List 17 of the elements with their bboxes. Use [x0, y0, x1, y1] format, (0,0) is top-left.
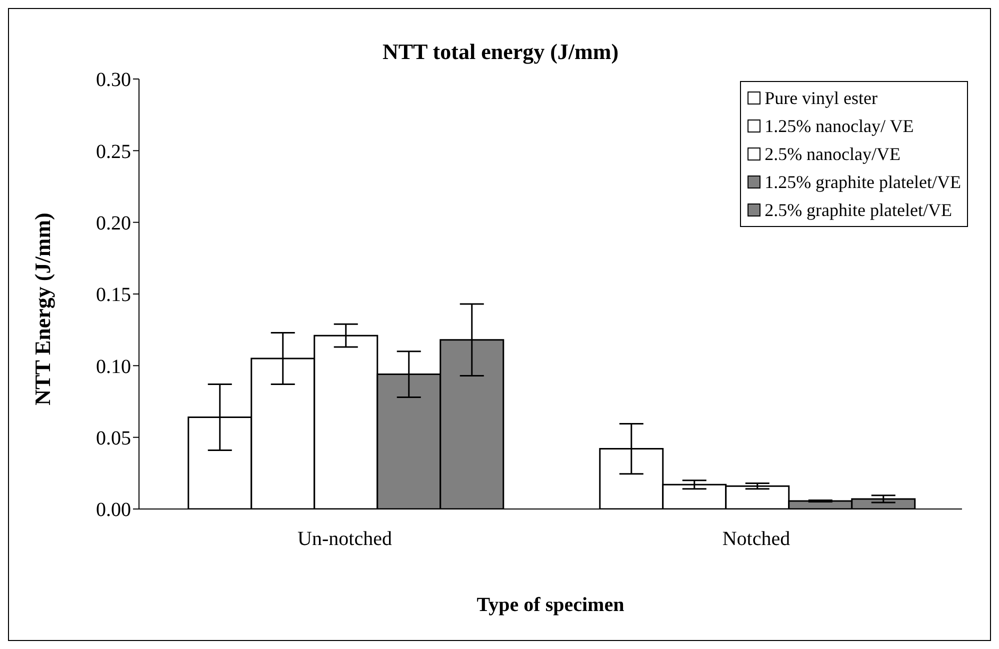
y-tick-label: 0.10 — [96, 356, 131, 378]
x-tick-label: Un-notched — [298, 528, 392, 550]
y-tick-label: 0.05 — [96, 427, 131, 450]
y-tick-label: 0.00 — [96, 499, 131, 522]
legend-label: 2.5% nanoclay/VE — [764, 143, 901, 166]
y-tick-label: 0.20 — [96, 212, 131, 234]
y-tick-label: 0.30 — [96, 69, 131, 92]
legend-label: 1.25% graphite platelet/VE — [764, 171, 961, 194]
chart-title: NTT total energy (J/mm) — [381, 39, 620, 65]
x-axis-title: Type of specimen — [476, 594, 626, 617]
y-tick-label: 0.25 — [96, 140, 131, 163]
legend-label: 1.25% nanoclay/ VE — [764, 115, 914, 138]
legend-label: Pure vinyl ester — [764, 87, 878, 110]
legend-label: 2.5% graphite platelet/VE — [764, 199, 952, 222]
y-tick-label: 0.15 — [96, 284, 131, 306]
y-axis-title: NTT Energy (J/mm) — [30, 212, 56, 406]
x-tick-label: Notched — [722, 528, 790, 550]
